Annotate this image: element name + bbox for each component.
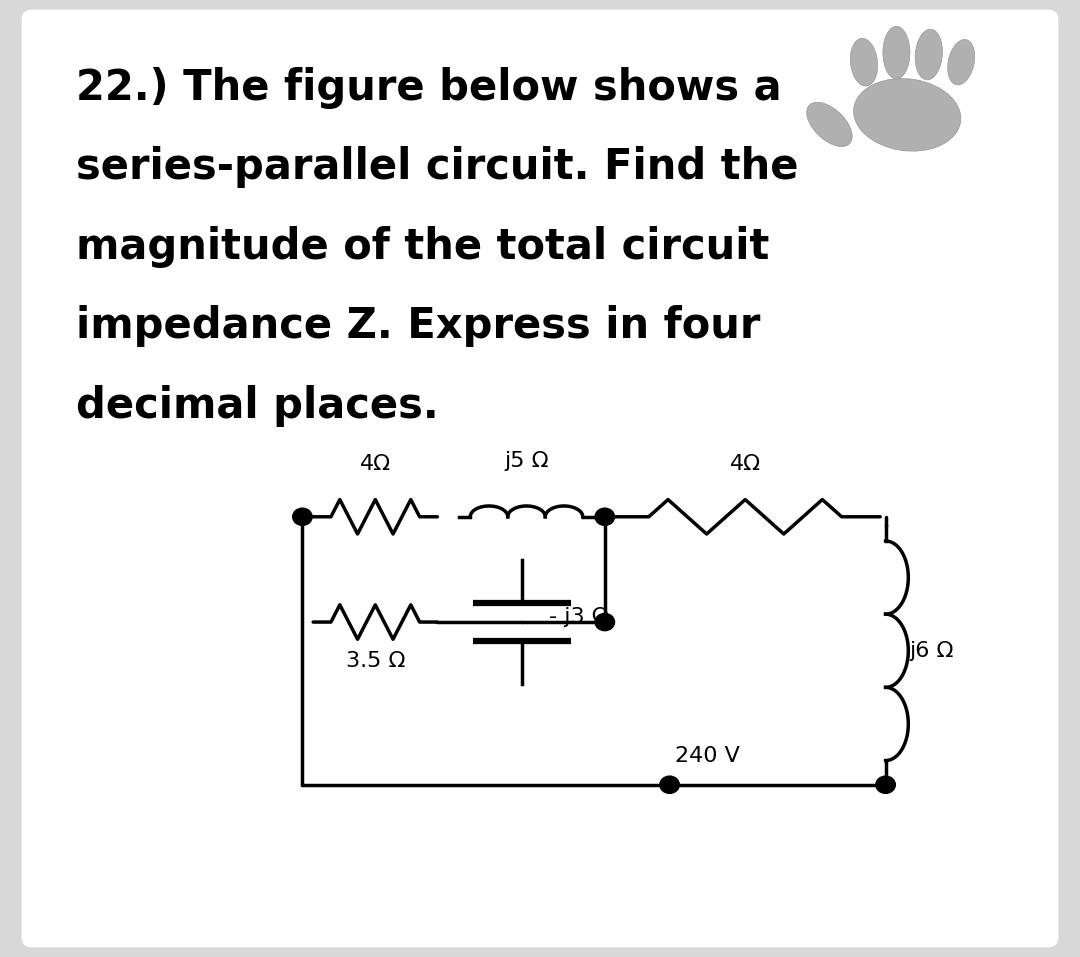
- Text: decimal places.: decimal places.: [76, 385, 438, 427]
- Text: - j3 Ω: - j3 Ω: [549, 608, 608, 627]
- Text: 4Ω: 4Ω: [730, 454, 760, 474]
- Text: j6 Ω: j6 Ω: [909, 641, 954, 660]
- Ellipse shape: [853, 78, 961, 151]
- Ellipse shape: [947, 39, 975, 85]
- Text: impedance Z. Express in four: impedance Z. Express in four: [76, 305, 760, 347]
- Ellipse shape: [807, 102, 852, 146]
- Text: 22.) The figure below shows a: 22.) The figure below shows a: [76, 67, 781, 109]
- Circle shape: [595, 613, 615, 631]
- Ellipse shape: [850, 38, 878, 86]
- Text: magnitude of the total circuit: magnitude of the total circuit: [76, 226, 769, 268]
- Text: 4Ω: 4Ω: [360, 454, 391, 474]
- Text: j5 Ω: j5 Ω: [504, 451, 549, 471]
- Ellipse shape: [915, 30, 943, 79]
- Circle shape: [660, 776, 679, 793]
- Text: series-parallel circuit. Find the: series-parallel circuit. Find the: [76, 146, 798, 189]
- Ellipse shape: [883, 26, 909, 78]
- Circle shape: [595, 508, 615, 525]
- Text: 240 V: 240 V: [675, 746, 740, 766]
- Text: 3.5 Ω: 3.5 Ω: [346, 651, 405, 671]
- Circle shape: [293, 508, 312, 525]
- Circle shape: [876, 776, 895, 793]
